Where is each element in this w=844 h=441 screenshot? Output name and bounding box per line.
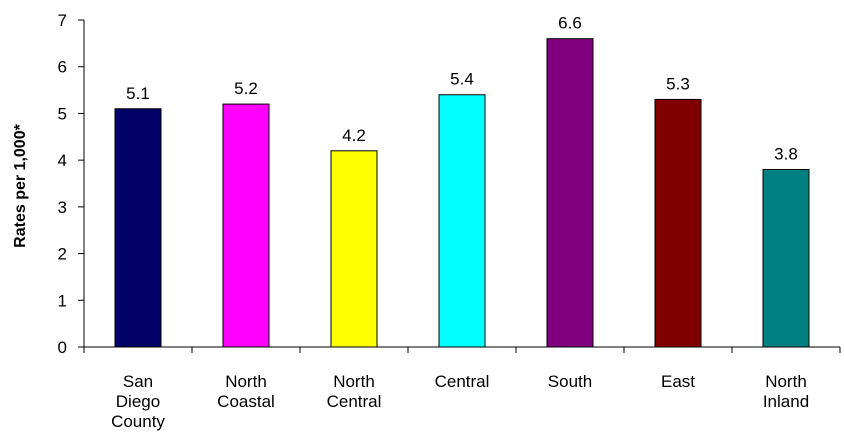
- y-tick-label: 3: [58, 198, 67, 217]
- category-label-line: County: [111, 412, 165, 431]
- bars: [114, 38, 810, 348]
- bar: [222, 103, 270, 348]
- y-tick-label: 7: [58, 11, 67, 30]
- category-label-line: Central: [435, 372, 490, 391]
- bar: [762, 168, 810, 348]
- data-label: 6.6: [558, 14, 582, 33]
- category-label-line: Coastal: [217, 392, 275, 411]
- bar: [654, 98, 702, 348]
- category-label: Central: [435, 372, 490, 391]
- category-label: South: [548, 372, 592, 391]
- category-label-line: North: [225, 372, 267, 391]
- category-label-line: San: [123, 372, 153, 391]
- data-label: 5.3: [666, 74, 690, 93]
- y-tick-label: 2: [58, 245, 67, 264]
- axes: 0 1 2 3 4 5 6 7: [58, 11, 841, 357]
- bar: [546, 38, 594, 348]
- category-label: North Central: [327, 372, 382, 411]
- y-tick-label: 6: [58, 58, 67, 77]
- category-label-line: Inland: [763, 392, 809, 411]
- category-label-line: Diego: [116, 392, 160, 411]
- category-label: San Diego County: [111, 372, 165, 431]
- y-tick-label: 4: [58, 151, 67, 170]
- y-tick-label: 1: [58, 291, 67, 310]
- bar: [438, 94, 486, 348]
- data-label: 5.1: [126, 84, 150, 103]
- data-label: 3.8: [774, 144, 798, 163]
- data-label: 5.4: [450, 70, 474, 89]
- y-tick-label: 0: [58, 338, 67, 357]
- category-label: North Coastal: [217, 372, 275, 411]
- category-label-line: Central: [327, 392, 382, 411]
- y-axis-title-text: Rates per 1,000*: [12, 123, 29, 247]
- y-axis-title: Rates per 1,000*: [12, 123, 29, 247]
- category-label: East: [661, 372, 695, 391]
- category-label-line: North: [765, 372, 807, 391]
- category-label-line: North: [333, 372, 375, 391]
- bar: [330, 150, 378, 348]
- y-tick-label: 5: [58, 104, 67, 123]
- data-label: 5.2: [234, 79, 258, 98]
- data-label: 4.2: [342, 126, 366, 145]
- category-label-line: South: [548, 372, 592, 391]
- category-label-line: East: [661, 372, 695, 391]
- bar: [114, 108, 162, 348]
- category-label: North Inland: [763, 372, 809, 411]
